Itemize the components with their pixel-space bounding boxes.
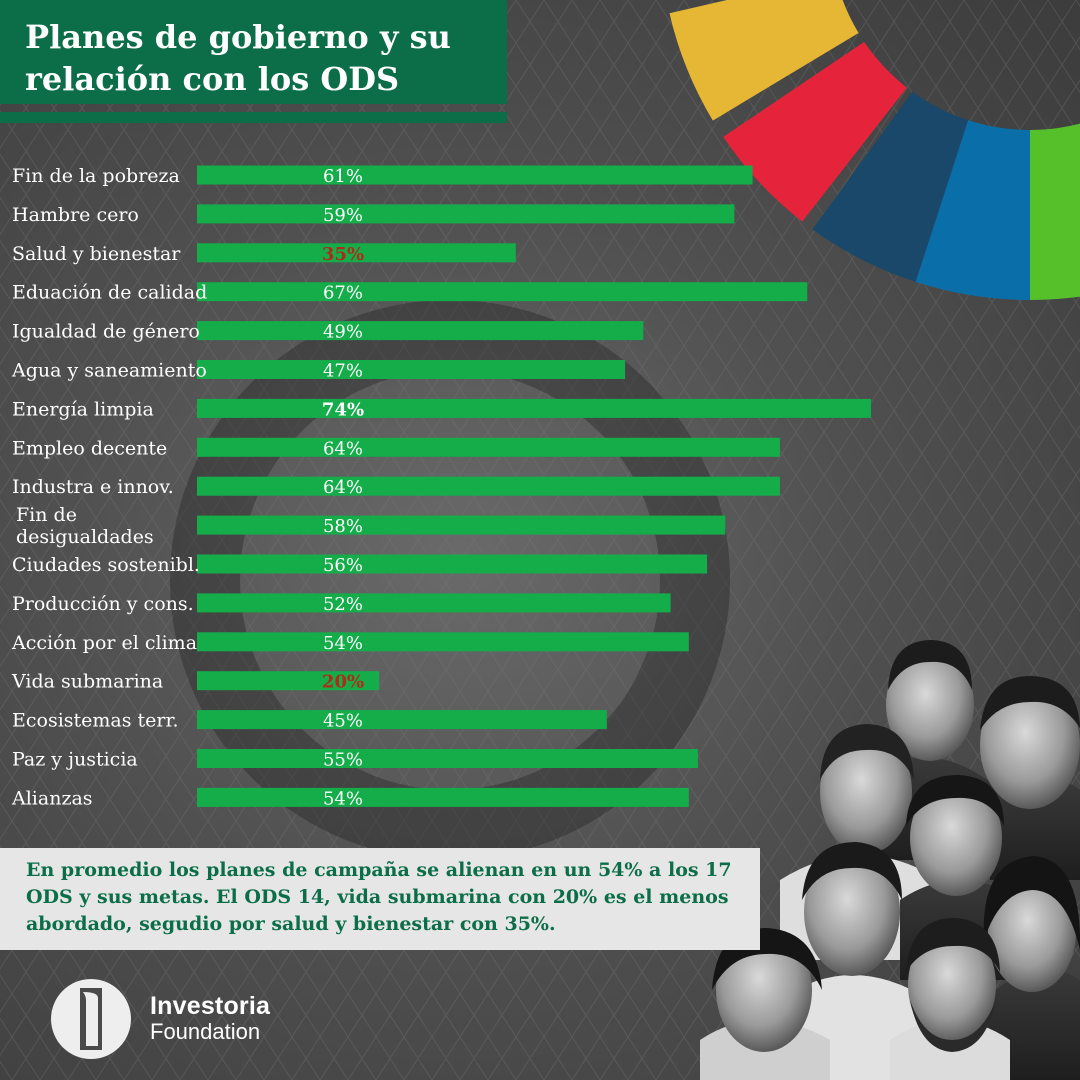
sdg-wheel-segment <box>669 0 859 121</box>
bar <box>197 671 380 691</box>
category-label: Fin de desigualdades <box>16 504 154 548</box>
summary-box <box>0 848 760 950</box>
value-label: 47% <box>323 361 363 382</box>
bar <box>197 437 780 457</box>
sdg-wheel-segment <box>723 41 907 222</box>
category-label: Salud y bienestar <box>12 243 181 265</box>
brand-name: Investoria <box>150 992 271 1020</box>
sdg-wheel-segment <box>1030 123 1080 300</box>
value-label: 67% <box>323 283 363 304</box>
bar <box>197 321 644 341</box>
bar <box>197 593 671 613</box>
bar <box>197 398 871 418</box>
bar <box>197 243 516 263</box>
value-label: 35% <box>322 244 364 265</box>
sdg-wheel-segment <box>915 120 1030 300</box>
category-label: Industra e innov. <box>12 476 174 498</box>
value-label: 54% <box>323 788 363 809</box>
bar <box>197 710 607 730</box>
value-label: 52% <box>323 594 363 615</box>
category-label: Fin de la pobreza <box>12 165 180 187</box>
value-label: 59% <box>323 205 363 226</box>
value-label: 61% <box>323 166 363 187</box>
brand-sub: Foundation <box>150 1019 261 1044</box>
bar <box>197 632 689 652</box>
category-label: Producción y cons. <box>12 593 194 615</box>
value-label: 54% <box>323 633 363 654</box>
category-label: Energía limpia <box>12 398 154 420</box>
bar <box>197 476 780 496</box>
value-label: 45% <box>323 711 363 732</box>
category-label: Ecosistemas terr. <box>12 710 179 732</box>
category-label: Alianzas <box>11 787 93 809</box>
category-label: Ciudades sostenibl. <box>12 554 200 576</box>
value-label: 58% <box>323 516 363 537</box>
bar <box>197 282 808 302</box>
bar <box>197 787 689 807</box>
value-label: 64% <box>323 477 363 498</box>
title-underline <box>0 112 507 123</box>
bar <box>197 515 726 535</box>
bar <box>197 749 698 768</box>
value-label: 56% <box>323 555 363 576</box>
category-label: Hambre cero <box>12 204 139 226</box>
value-label: 49% <box>323 322 363 343</box>
bar <box>197 204 735 224</box>
category-label: Igualdad de género <box>12 321 200 343</box>
title-banner <box>0 0 507 104</box>
bar <box>197 554 708 574</box>
value-label: 74% <box>322 399 364 420</box>
sdg-wheel-segment <box>812 91 969 282</box>
category-label: Paz y justicia <box>12 749 138 771</box>
category-label: Agua y saneamiento <box>11 360 207 382</box>
page-title: Planes de gobierno y su relación con los… <box>25 18 451 98</box>
category-label: Vida submarina <box>11 671 163 693</box>
value-label: 20% <box>322 672 364 693</box>
bar <box>197 165 753 185</box>
summary-text: En promedio los planes de campaña se ali… <box>26 859 732 935</box>
category-label: Eduación de calidad <box>12 282 207 304</box>
category-label: Empleo decente <box>12 437 167 459</box>
value-label: 64% <box>323 438 363 459</box>
value-label: 55% <box>323 750 363 771</box>
bar <box>197 360 626 379</box>
category-label: Acción por el clima <box>11 632 197 654</box>
investoria-logo-icon <box>51 979 131 1059</box>
